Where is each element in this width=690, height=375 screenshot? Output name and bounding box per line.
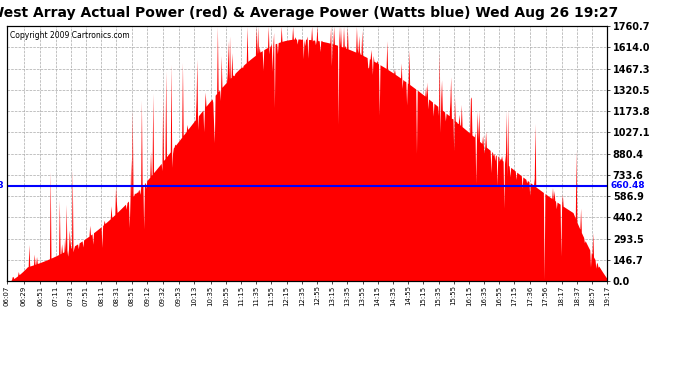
Text: 660.48: 660.48 — [610, 181, 645, 190]
Text: Copyright 2009 Cartronics.com: Copyright 2009 Cartronics.com — [10, 32, 130, 40]
Text: 660.48: 660.48 — [0, 181, 4, 190]
Text: West Array Actual Power (red) & Average Power (Watts blue) Wed Aug 26 19:27: West Array Actual Power (red) & Average … — [0, 6, 618, 20]
